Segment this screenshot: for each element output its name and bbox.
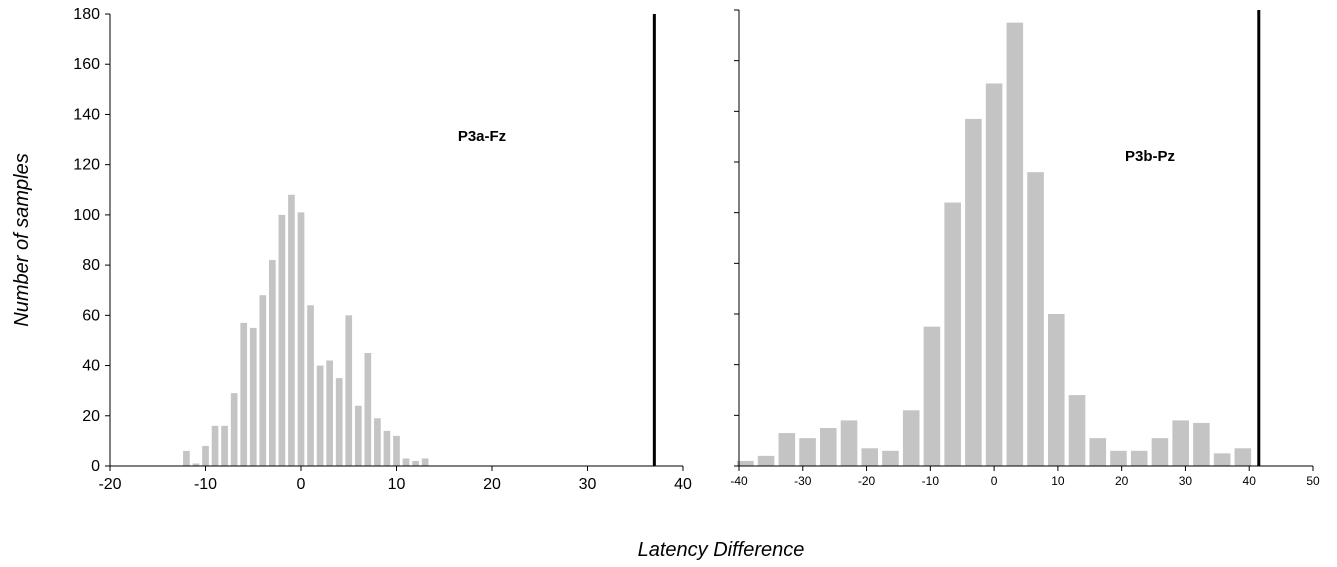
histogram-bar xyxy=(393,435,400,466)
histogram-bar xyxy=(861,448,879,466)
histogram-bar xyxy=(1110,450,1127,466)
histogram-bar xyxy=(374,418,381,466)
histogram-bar xyxy=(757,455,775,466)
x-tick-label: 10 xyxy=(388,476,406,493)
histogram-bar xyxy=(269,260,276,466)
histogram-bar xyxy=(249,327,257,466)
p3a-fz-panel: -20 -10 0 10 20 30 40 0 20 40 60 80 100 120 140 160 180 P… xyxy=(73,6,692,493)
x-tick-label: -10 xyxy=(194,476,217,493)
histogram-bar xyxy=(345,315,353,466)
x-tick-label: 50 xyxy=(1306,474,1320,488)
x-tick-label: 30 xyxy=(579,476,597,493)
x-tick-label: 0 xyxy=(297,476,306,493)
x-tick-label: 40 xyxy=(674,476,692,493)
x-tick-label: -20 xyxy=(98,476,121,493)
histogram-bar xyxy=(221,425,228,466)
histogram-bar xyxy=(1234,448,1252,466)
histogram-bar xyxy=(364,353,372,466)
histogram-bar xyxy=(192,463,200,466)
histogram-bar xyxy=(1213,453,1231,466)
x-tick-label: 20 xyxy=(1115,474,1129,488)
histogram-bar xyxy=(1027,172,1044,466)
histogram-bar xyxy=(923,326,941,466)
y-tick-label: 140 xyxy=(73,106,100,123)
x-tick-label: -10 xyxy=(922,474,940,488)
histogram-bar xyxy=(902,410,920,466)
y-tick-label: 40 xyxy=(82,358,100,375)
histogram-bar xyxy=(778,433,796,466)
histogram-bar xyxy=(211,425,219,466)
x-tick-label: 10 xyxy=(1051,474,1065,488)
histogram-bar xyxy=(307,305,314,466)
histogram-bar xyxy=(288,194,295,467)
histogram-bar xyxy=(383,430,391,466)
histogram-bar xyxy=(1130,450,1148,466)
histogram-bar xyxy=(1193,422,1210,466)
histogram-bar xyxy=(1172,420,1189,466)
x-axis-title: Latency Difference xyxy=(638,539,805,561)
y-tick-label: 100 xyxy=(73,207,100,224)
histogram-bar xyxy=(965,118,982,466)
histogram-bar xyxy=(402,458,410,466)
histogram-bar xyxy=(326,360,333,466)
y-tick-label: 80 xyxy=(82,257,100,274)
histogram-bar xyxy=(202,445,209,466)
x-tick-label: -30 xyxy=(794,474,812,488)
p3b-pz-panel: -40 -30 -20 -10 0 10 20 30 40 50 P3b-Pz xyxy=(730,9,1320,488)
y-tick-label: 60 xyxy=(82,307,100,324)
x-tick-label: 30 xyxy=(1179,474,1193,488)
histogram-bar xyxy=(840,420,858,466)
histogram-bar xyxy=(278,214,286,466)
histogram-bar xyxy=(819,428,837,466)
histogram-bar xyxy=(1068,395,1086,466)
histogram-bar xyxy=(1048,314,1065,466)
x-tick-label: 40 xyxy=(1243,474,1257,488)
panel-label: P3a-Fz xyxy=(458,128,506,145)
panel-label: P3b-Pz xyxy=(1125,148,1175,165)
y-tick-label: 160 xyxy=(73,56,100,73)
y-tick-label: 20 xyxy=(82,408,100,425)
x-tick-label: 0 xyxy=(991,474,998,488)
y-tick-label: 0 xyxy=(91,458,100,475)
histogram-bar xyxy=(737,460,754,466)
histogram-bar xyxy=(944,202,961,467)
histogram-bar xyxy=(882,450,899,466)
histogram-bar xyxy=(799,438,816,466)
histogram-bar xyxy=(985,83,1003,466)
histogram-bar xyxy=(1006,22,1024,467)
histogram-bar xyxy=(1089,438,1107,466)
histogram-bar xyxy=(183,450,190,466)
y-axis-title: Number of samples xyxy=(11,153,33,326)
x-tick-label: -20 xyxy=(858,474,876,488)
histogram-bar xyxy=(335,378,343,466)
histogram-bar xyxy=(259,295,267,466)
histogram-bar xyxy=(316,365,324,466)
histogram-bar xyxy=(421,458,429,466)
histogram-bar xyxy=(230,393,238,466)
histogram-bar xyxy=(354,405,362,466)
histogram-bar xyxy=(1151,438,1169,466)
histogram-bar xyxy=(297,212,305,466)
x-tick-label: -40 xyxy=(730,474,748,488)
x-tick-label: 20 xyxy=(483,476,501,493)
y-tick-label: 180 xyxy=(73,6,100,23)
histogram-bar xyxy=(240,322,248,466)
y-tick-label: 120 xyxy=(73,157,100,174)
histogram-bar xyxy=(412,460,419,466)
